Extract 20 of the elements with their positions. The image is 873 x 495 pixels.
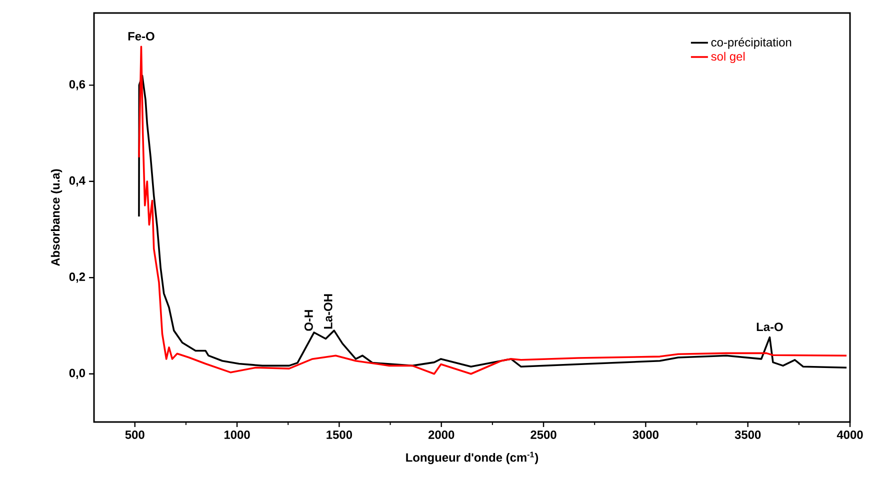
x-tick-label: 1500 <box>326 430 352 439</box>
x-tick-label: 1000 <box>224 430 250 439</box>
y-axis-title: Absorbance (u.a) <box>50 169 62 266</box>
x-axis-title: Longueur d'onde (cm$^{-1}$) <box>406 452 538 464</box>
y-tick-label: 0,0 <box>69 368 86 379</box>
x-tick-label: 2000 <box>428 430 454 439</box>
y-tick-label: 0,2 <box>69 272 86 283</box>
annotation: Fe-O <box>128 32 154 40</box>
x-tick-label: 3000 <box>632 430 658 439</box>
y-tick-label: 0,6 <box>69 80 86 90</box>
x-tick-label: 2500 <box>530 430 556 439</box>
x-tick-label: 4000 <box>836 430 863 439</box>
legend-label: co-précipitation <box>711 38 792 49</box>
x-tick-label: 3500 <box>734 430 761 439</box>
annotation: La-OH <box>324 294 332 329</box>
y-tick-label: 0,4 <box>69 176 86 186</box>
annotation: La-O <box>756 322 783 332</box>
annotation: O-H <box>304 310 313 331</box>
x-tick-label: 500 <box>125 430 144 439</box>
legend-label: sol gel <box>711 52 745 64</box>
